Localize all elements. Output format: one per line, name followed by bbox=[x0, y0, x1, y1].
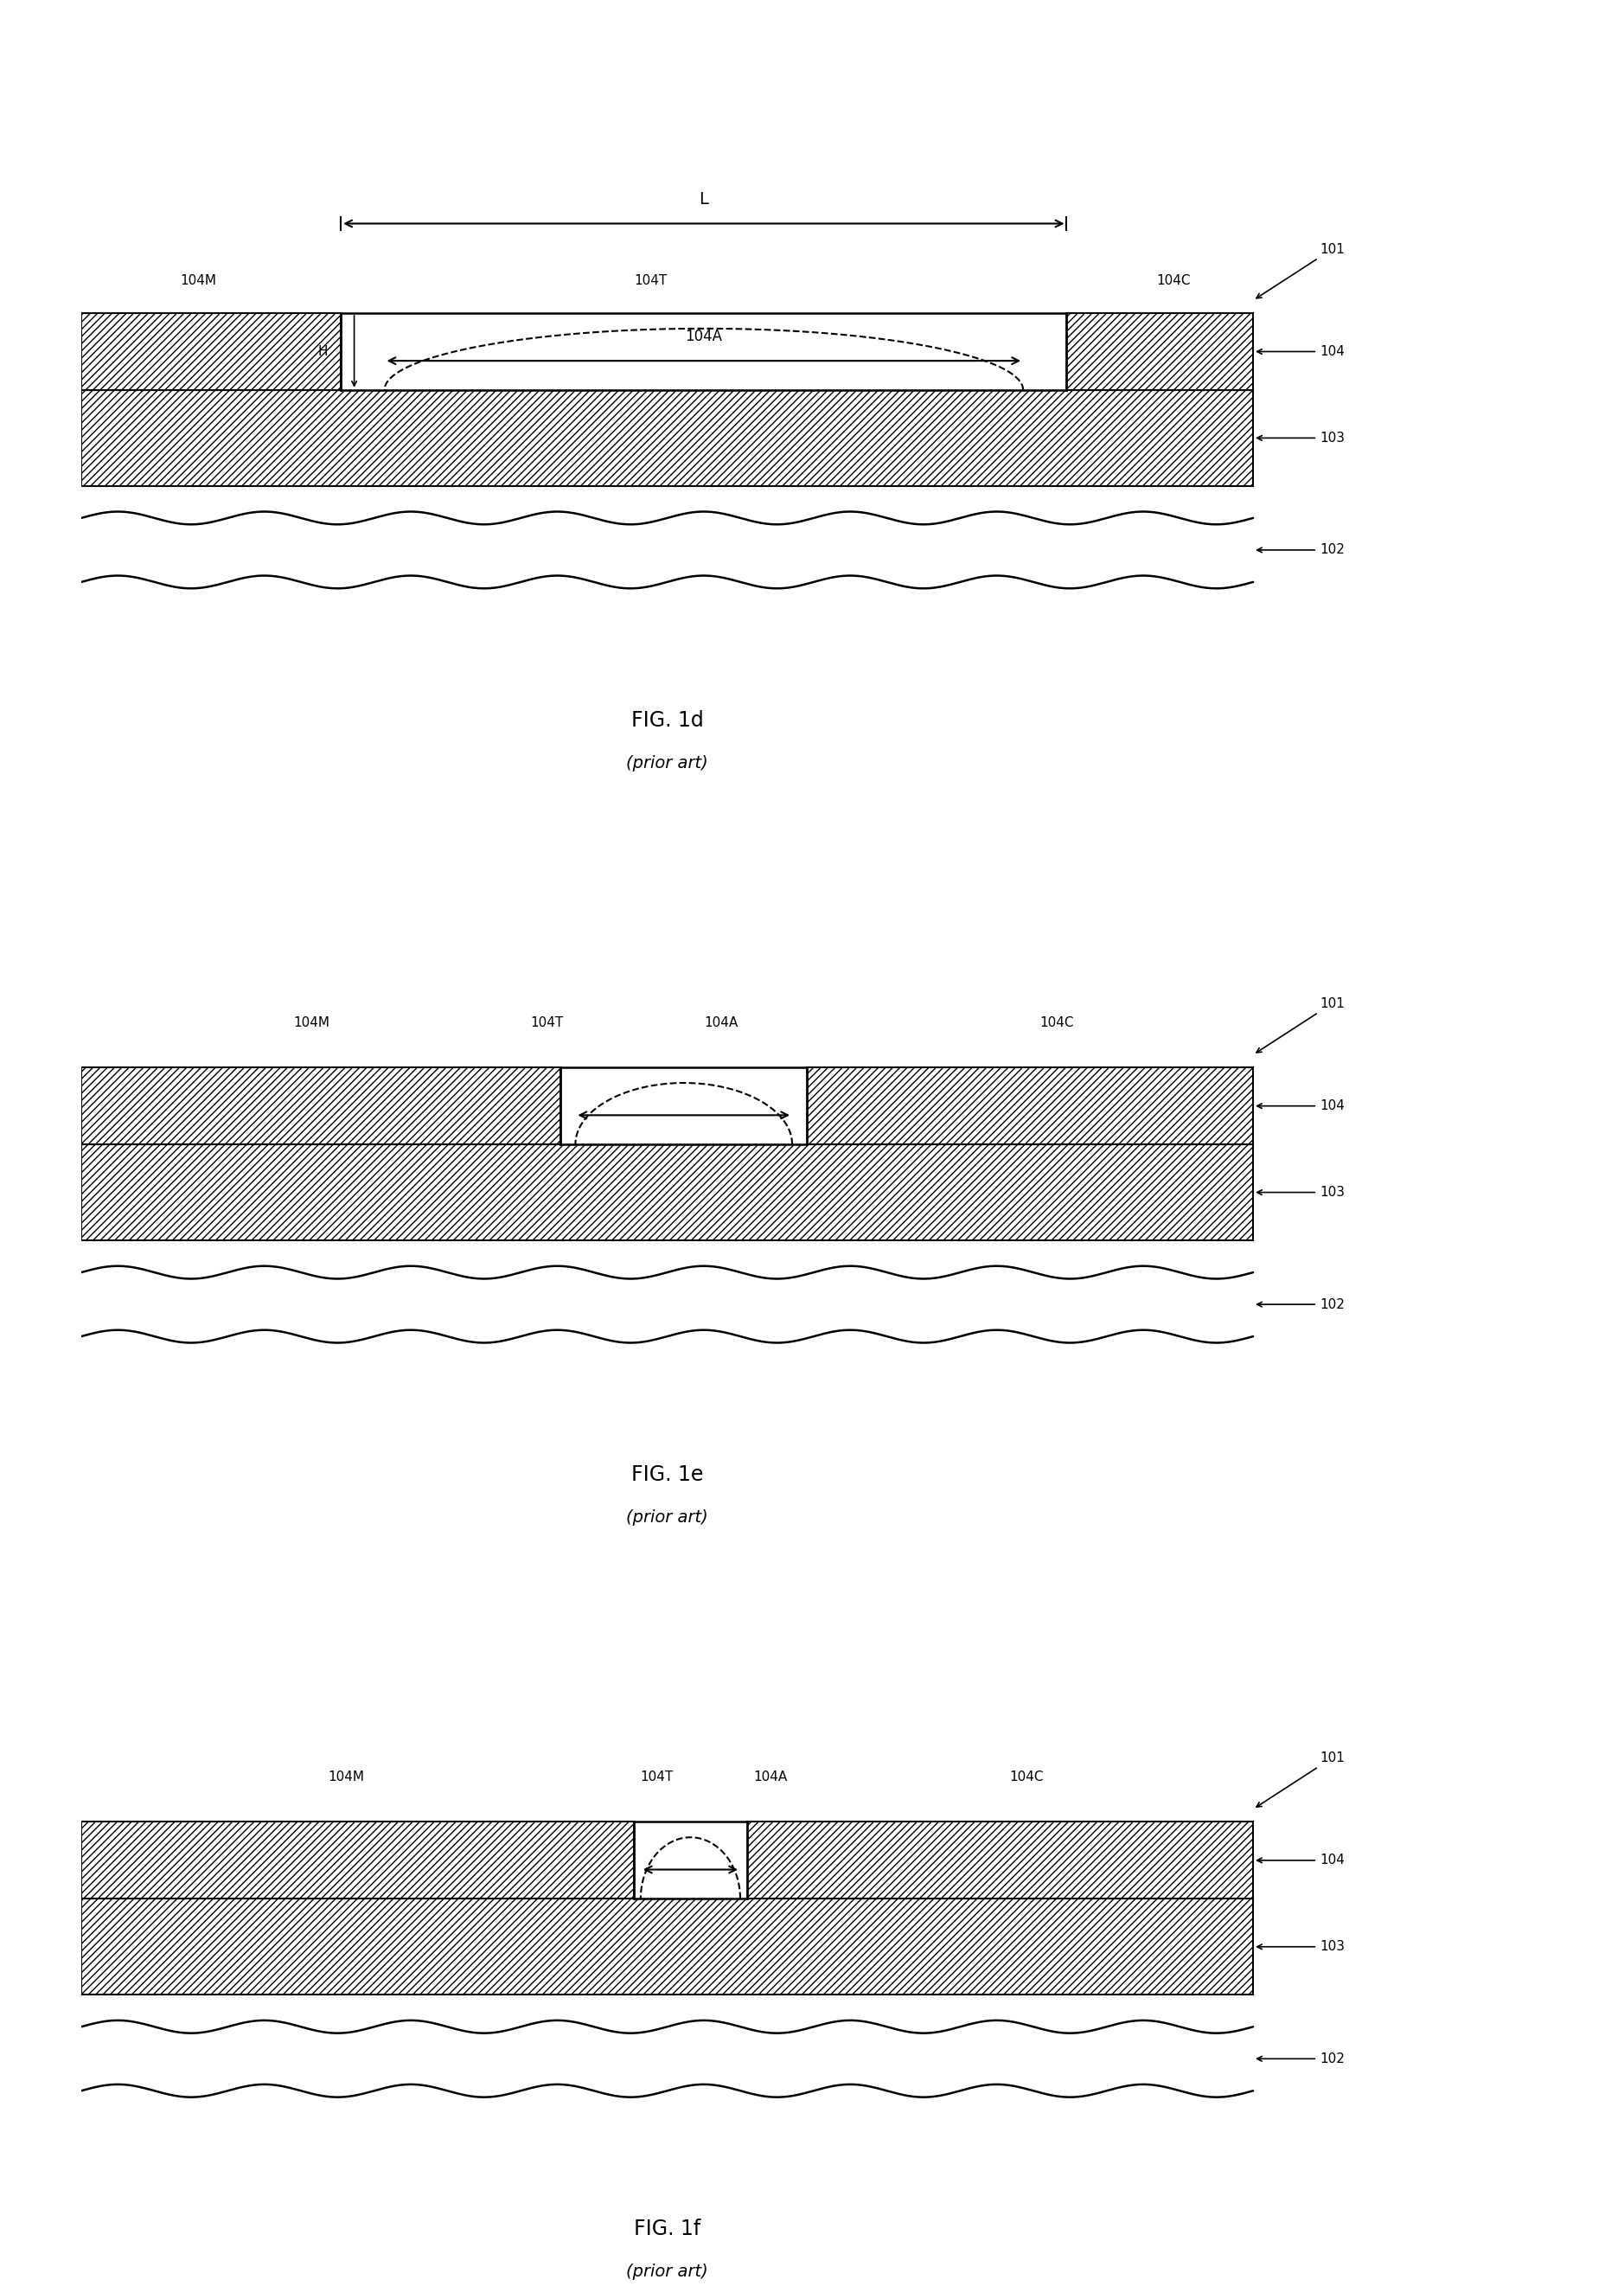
Text: 104T: 104T bbox=[633, 274, 667, 288]
Text: 104M: 104M bbox=[328, 1772, 365, 1783]
Text: 104T: 104T bbox=[531, 1017, 564, 1029]
Text: 104C: 104C bbox=[1010, 1772, 1044, 1783]
Text: (prior art): (prior art) bbox=[627, 2263, 708, 2279]
Text: 104: 104 bbox=[1257, 1100, 1345, 1113]
Bar bbox=[81, 313, 341, 391]
Bar bbox=[81, 1145, 1254, 1241]
Text: 104: 104 bbox=[1257, 1854, 1345, 1868]
Bar bbox=[81, 1822, 633, 1900]
Text: 102: 102 bbox=[1257, 544, 1345, 555]
Bar bbox=[1067, 313, 1254, 391]
Text: 104A: 104A bbox=[703, 1017, 737, 1029]
Text: 103: 103 bbox=[1257, 432, 1345, 443]
Text: L: L bbox=[698, 192, 708, 208]
Bar bbox=[81, 1900, 1254, 1996]
Text: 104A: 104A bbox=[754, 1772, 788, 1783]
Text: 104C: 104C bbox=[1039, 1017, 1073, 1029]
Text: 103: 103 bbox=[1257, 1186, 1345, 1198]
Text: 102: 102 bbox=[1257, 1298, 1345, 1310]
Text: 104: 104 bbox=[1257, 345, 1345, 359]
Bar bbox=[81, 391, 1254, 487]
Bar bbox=[81, 1068, 560, 1145]
Text: 104C: 104C bbox=[1156, 274, 1190, 288]
Text: (prior art): (prior art) bbox=[627, 754, 708, 770]
Text: FIG. 1d: FIG. 1d bbox=[632, 711, 703, 732]
Bar bbox=[747, 1822, 1254, 1900]
Text: FIG. 1f: FIG. 1f bbox=[633, 2220, 700, 2240]
Text: 104M: 104M bbox=[180, 274, 216, 288]
Text: 102: 102 bbox=[1257, 2053, 1345, 2064]
Text: 101: 101 bbox=[1257, 1751, 1345, 1806]
Text: 104M: 104M bbox=[294, 1017, 330, 1029]
Text: FIG. 1e: FIG. 1e bbox=[632, 1465, 703, 1486]
Bar bbox=[807, 1068, 1254, 1145]
Text: 101: 101 bbox=[1257, 242, 1345, 297]
Text: 101: 101 bbox=[1257, 997, 1345, 1052]
Text: 103: 103 bbox=[1257, 1941, 1345, 1952]
Text: (prior art): (prior art) bbox=[627, 1509, 708, 1525]
Text: H: H bbox=[318, 345, 328, 359]
Text: 104T: 104T bbox=[640, 1772, 674, 1783]
Text: 104A: 104A bbox=[685, 329, 723, 343]
